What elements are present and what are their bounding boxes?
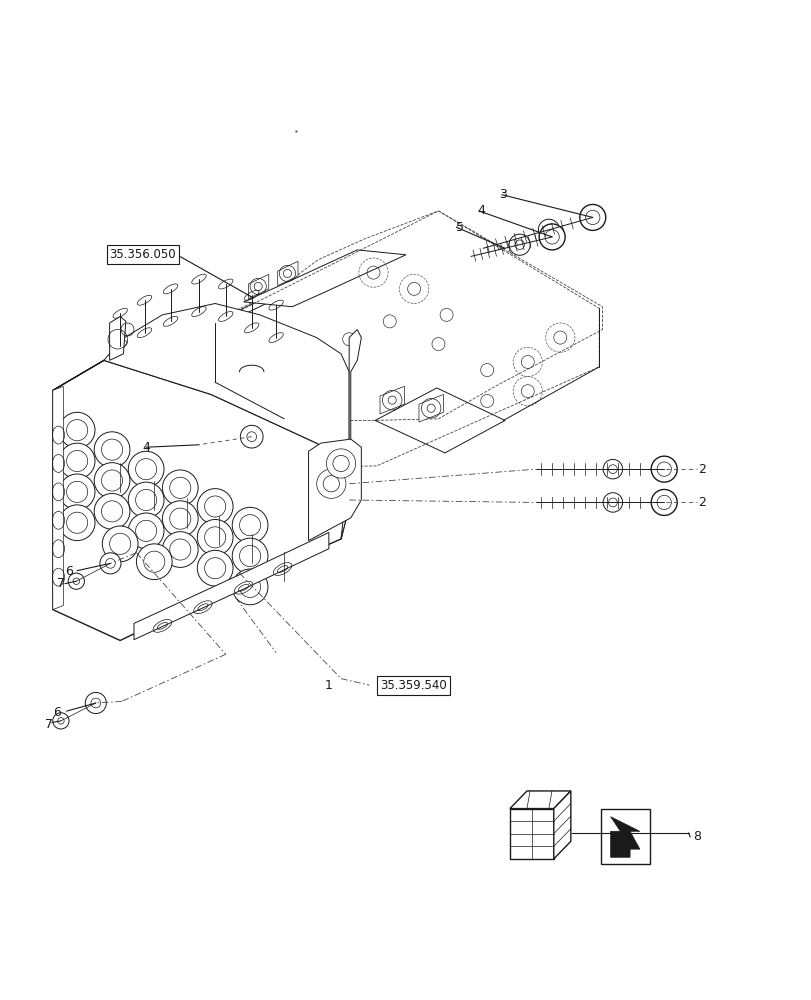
Polygon shape <box>380 386 404 414</box>
Circle shape <box>94 494 130 529</box>
Bar <box>509 809 553 859</box>
Polygon shape <box>134 532 328 640</box>
Circle shape <box>169 539 191 560</box>
Text: 5: 5 <box>455 221 463 234</box>
Circle shape <box>109 533 131 554</box>
Circle shape <box>53 713 69 729</box>
Circle shape <box>326 449 355 478</box>
Polygon shape <box>308 439 361 541</box>
Polygon shape <box>53 386 63 610</box>
Circle shape <box>136 544 172 580</box>
Circle shape <box>58 718 64 724</box>
Circle shape <box>539 224 564 250</box>
Text: 4: 4 <box>477 204 485 217</box>
Circle shape <box>128 482 164 518</box>
Circle shape <box>538 219 559 240</box>
Circle shape <box>94 463 130 498</box>
Circle shape <box>135 459 157 480</box>
Polygon shape <box>341 329 361 539</box>
Circle shape <box>603 459 622 479</box>
Circle shape <box>59 474 95 510</box>
Circle shape <box>169 508 191 529</box>
Circle shape <box>169 477 191 498</box>
Circle shape <box>316 469 345 498</box>
Bar <box>600 809 649 864</box>
Circle shape <box>59 505 95 541</box>
Circle shape <box>59 443 95 479</box>
Circle shape <box>197 489 233 524</box>
Circle shape <box>240 425 263 448</box>
Circle shape <box>101 501 122 522</box>
Circle shape <box>67 481 88 502</box>
Circle shape <box>603 493 622 512</box>
Text: 8: 8 <box>692 830 700 843</box>
Text: 35.356.050: 35.356.050 <box>109 248 176 261</box>
Circle shape <box>508 234 530 255</box>
Circle shape <box>650 489 676 515</box>
Polygon shape <box>243 250 406 307</box>
Circle shape <box>650 456 676 482</box>
Polygon shape <box>248 274 268 299</box>
Circle shape <box>135 489 157 511</box>
Circle shape <box>162 532 198 567</box>
Circle shape <box>105 558 115 568</box>
Circle shape <box>67 450 88 472</box>
Circle shape <box>100 553 121 574</box>
Text: 6: 6 <box>53 706 61 719</box>
Circle shape <box>67 512 88 533</box>
Circle shape <box>197 550 233 586</box>
Text: 2: 2 <box>697 463 706 476</box>
Circle shape <box>247 432 256 442</box>
Circle shape <box>239 576 260 597</box>
Circle shape <box>85 692 106 714</box>
Polygon shape <box>610 817 639 857</box>
Circle shape <box>232 569 268 605</box>
Circle shape <box>239 545 260 567</box>
Text: 6: 6 <box>65 565 73 578</box>
Circle shape <box>239 515 260 536</box>
Circle shape <box>67 420 88 441</box>
Circle shape <box>94 432 130 468</box>
Circle shape <box>162 501 198 537</box>
Circle shape <box>204 558 225 579</box>
Circle shape <box>323 476 339 492</box>
Circle shape <box>101 439 122 460</box>
Circle shape <box>59 412 95 448</box>
Text: 35.359.540: 35.359.540 <box>380 679 446 692</box>
Circle shape <box>128 451 164 487</box>
Text: 1: 1 <box>324 679 333 692</box>
Circle shape <box>162 470 198 506</box>
Circle shape <box>135 520 157 541</box>
Circle shape <box>232 538 268 574</box>
Circle shape <box>73 578 79 584</box>
Circle shape <box>579 204 605 230</box>
Polygon shape <box>277 261 298 286</box>
Circle shape <box>102 526 138 562</box>
Polygon shape <box>53 360 350 640</box>
Text: 2: 2 <box>697 496 706 509</box>
Polygon shape <box>509 791 570 809</box>
Circle shape <box>232 507 268 543</box>
Text: 4: 4 <box>142 441 150 454</box>
Polygon shape <box>109 316 126 360</box>
Circle shape <box>144 551 165 572</box>
Circle shape <box>128 513 164 549</box>
Text: 7: 7 <box>57 577 65 590</box>
Circle shape <box>333 455 349 472</box>
Circle shape <box>101 470 122 491</box>
Circle shape <box>68 573 84 589</box>
Text: 3: 3 <box>499 188 507 201</box>
Circle shape <box>204 527 225 548</box>
Polygon shape <box>53 303 349 463</box>
Text: 7: 7 <box>45 718 53 731</box>
Circle shape <box>197 519 233 555</box>
Circle shape <box>91 698 101 708</box>
Polygon shape <box>418 394 443 422</box>
Polygon shape <box>553 791 570 859</box>
Circle shape <box>204 496 225 517</box>
